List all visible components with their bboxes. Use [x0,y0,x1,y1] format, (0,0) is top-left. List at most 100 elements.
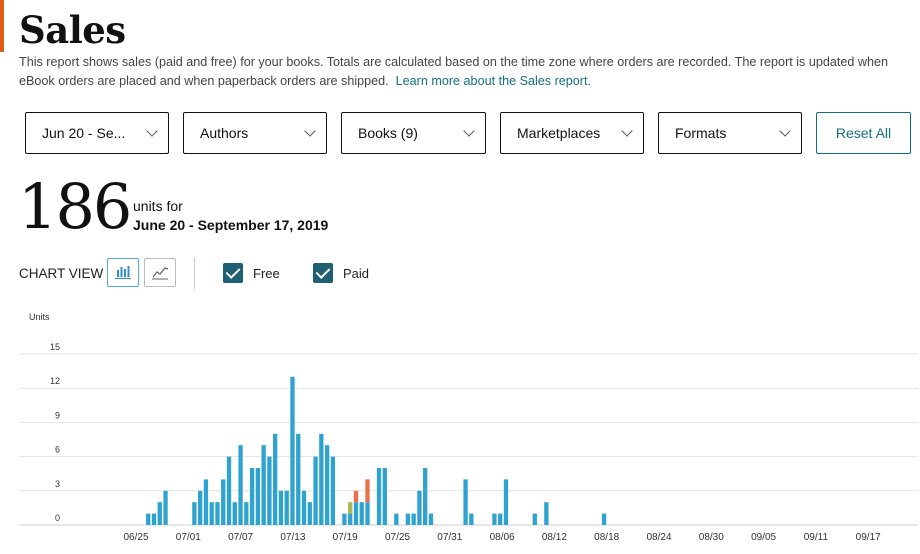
y-tick-label: 15 [50,342,60,352]
description-text: This report shows sales (paid and free) … [19,55,888,88]
bar [394,513,399,525]
y-tick-label: 12 [50,376,60,386]
total-units: 186 [18,170,132,243]
line-chart-icon [152,267,169,280]
bar [382,468,387,525]
chevron-down-icon [304,125,316,137]
x-tick-label: 07/01 [176,532,201,543]
bar [163,490,168,525]
bar [417,490,422,525]
chevron-down-icon [779,125,791,137]
bar [215,502,220,525]
chevron-down-icon [463,125,475,137]
bar [244,502,249,525]
bar [301,490,307,525]
reset-all-button[interactable]: Reset All [816,112,911,154]
authors-dropdown[interactable]: Authors [183,112,327,154]
bar [353,490,359,503]
bar [469,513,474,525]
summary-date-range: June 20 - September 17, 2019 [133,217,329,233]
learn-more-link[interactable]: Learn more about the Sales report. [395,74,591,88]
bar [423,468,428,525]
x-tick-label: 09/17 [856,532,881,543]
bar-chart-view-button[interactable] [107,258,139,287]
formats-dropdown[interactable]: Formats [658,112,802,154]
bar [307,502,312,525]
page-description: This report shows sales (paid and free) … [19,53,914,91]
bar [290,376,295,525]
x-tick-label: 08/18 [594,532,619,543]
bar [313,456,318,525]
bar [601,513,607,525]
bar [209,502,214,525]
y-axis-label: Units [29,312,50,322]
bar [157,502,162,525]
chevron-down-icon [621,125,633,137]
y-tick-label: 0 [55,513,60,523]
free-checkbox-label: Free [253,266,280,281]
bar [359,502,364,525]
line-chart-view-button[interactable] [144,258,176,287]
bar [348,513,353,525]
x-tick-label: 07/13 [280,532,305,543]
bar [278,490,284,525]
bar [296,433,301,525]
x-tick-label: 07/25 [385,532,410,543]
bar-chart-icon [115,266,131,279]
x-tick-label: 06/25 [123,532,148,543]
books-dropdown-label: Books (9) [358,125,418,141]
x-tick-label: 08/06 [490,532,515,543]
filter-bar: Jun 20 - Se... Authors Books (9) Marketp… [25,112,911,154]
bar [348,502,353,514]
bar [365,479,370,503]
bar [405,513,411,525]
authors-dropdown-label: Authors [200,125,249,141]
chevron-down-icon [146,125,158,137]
bar [284,490,289,525]
bar [411,513,416,525]
x-tick-label: 09/11 [804,532,829,543]
bar [146,513,151,525]
paid-checkbox-label: Paid [343,266,370,281]
chart-view-label: CHART VIEW [19,266,104,281]
bar [232,502,237,525]
paid-checkbox[interactable] [313,263,333,283]
bar [198,490,203,525]
bar [532,513,537,525]
marketplaces-dropdown-label: Marketplaces [517,125,601,141]
bar [203,479,209,525]
bar [267,456,272,525]
bar [492,513,497,525]
bar [463,479,468,525]
formats-dropdown-label: Formats [675,125,727,141]
bar [249,468,255,525]
x-tick-label: 07/31 [437,532,462,543]
bar [226,456,232,525]
bar [544,502,549,525]
bar [498,513,503,525]
date-range-dropdown[interactable]: Jun 20 - Se... [25,112,169,154]
marketplaces-dropdown[interactable]: Marketplaces [500,112,644,154]
x-tick-label: 09/05 [751,532,776,543]
y-tick-label: 3 [55,479,60,489]
bar [261,445,266,525]
units-for-label: units for [133,198,183,214]
title-accent-bar [0,0,4,52]
x-tick-label: 08/24 [646,532,671,543]
bar [273,433,278,525]
controls-divider [194,257,195,289]
page-title: Sales [19,8,126,52]
bar [428,513,434,525]
x-tick-label: 07/19 [333,532,358,543]
bar [330,456,336,525]
bar [324,445,330,525]
bar [376,468,382,525]
date-range-dropdown-label: Jun 20 - Se... [42,125,126,141]
books-dropdown[interactable]: Books (9) [341,112,486,154]
free-checkbox[interactable] [223,263,243,283]
bar [319,433,324,525]
bar [151,513,157,525]
bar [221,479,226,525]
x-tick-label: 07/07 [228,532,253,543]
bar [353,502,359,525]
